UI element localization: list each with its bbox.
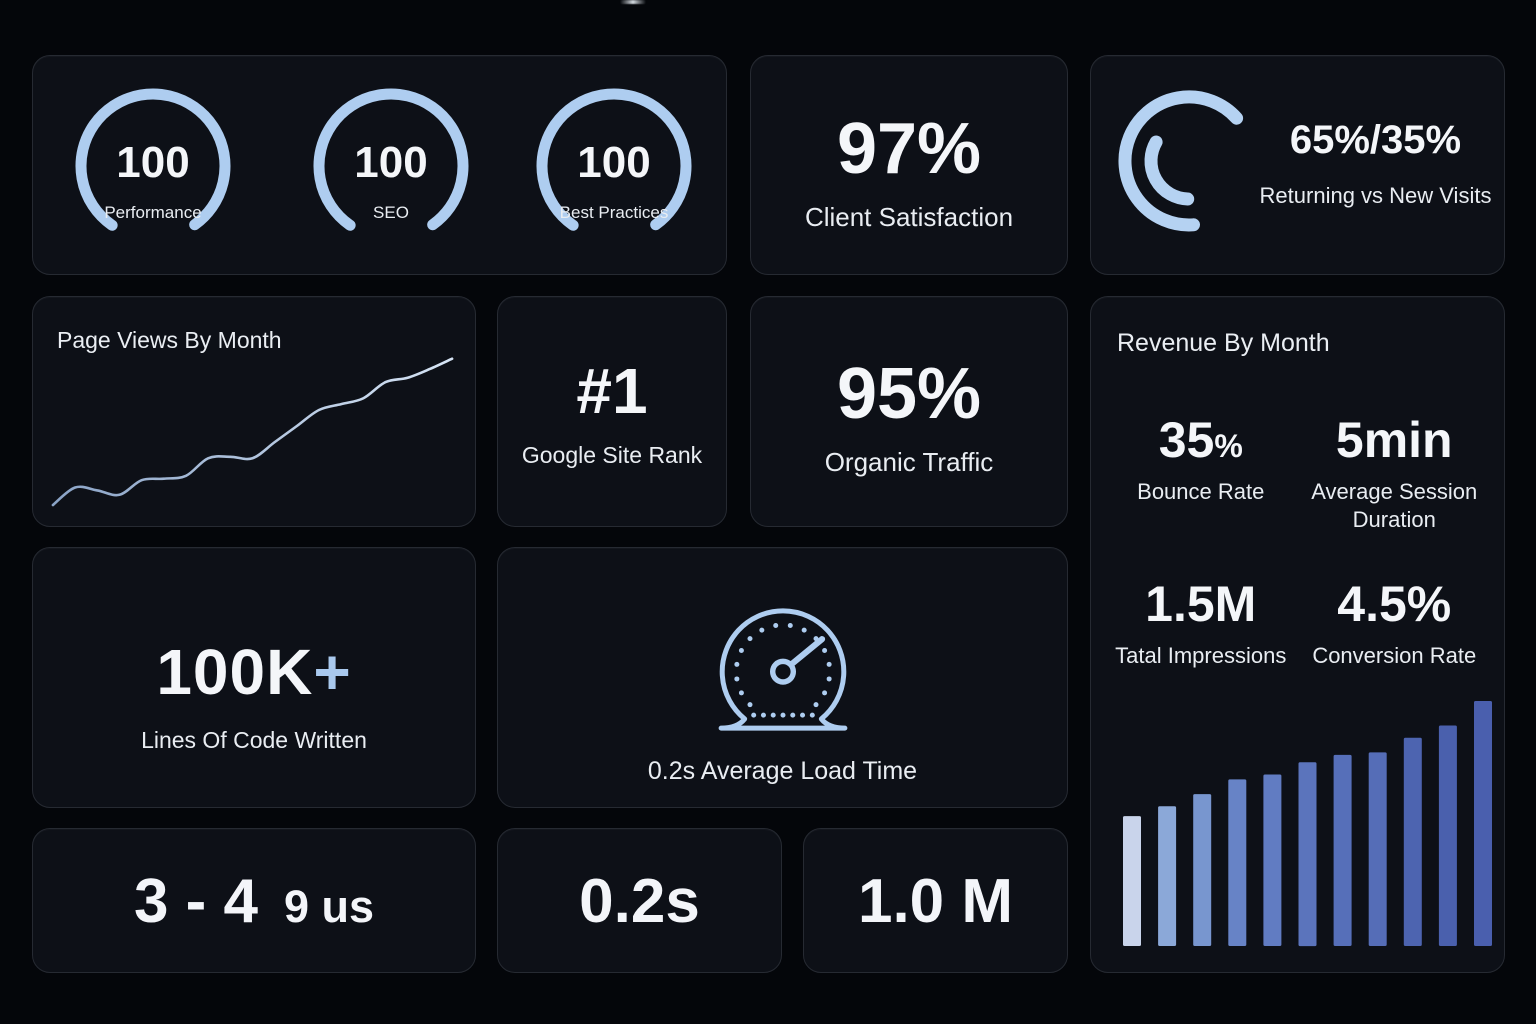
gauge-arc-icon — [75, 88, 231, 244]
stat-label: Average Session Duration — [1311, 479, 1478, 532]
card-visits-split: 65%/35% Returning vs New Visits — [1090, 55, 1505, 275]
bar-chart — [1123, 701, 1492, 947]
gauge-label: Performance — [104, 203, 202, 222]
gauge-value: 100 — [354, 138, 428, 187]
revenue-bar — [1123, 816, 1141, 946]
card-organic-traffic: 95% Organic Traffic — [750, 296, 1068, 527]
site-rank-value: #1 — [576, 355, 648, 428]
revenue-bar — [1298, 762, 1317, 947]
speedometer-ticks — [733, 623, 832, 718]
visits-split-value: 65%/35% — [1289, 118, 1462, 163]
revenue-bar — [1474, 701, 1492, 946]
stat-label: Bounce Rate — [1137, 479, 1265, 504]
load-metric-value: 0.2s — [579, 867, 700, 936]
lines-of-code-label: Lines Of Code Written — [141, 727, 367, 754]
stat-value: 35 — [1158, 412, 1215, 468]
gauge-value: 100 — [577, 138, 651, 187]
lines-of-code-value: 100K+ — [156, 640, 351, 704]
satisfaction-label: Client Satisfaction — [804, 201, 1014, 232]
card-metric-load: 0.2s — [497, 828, 782, 973]
card-page-views-chart: Page Views By Month — [32, 296, 476, 527]
card-site-rank: #1 Google Site Rank — [497, 296, 727, 527]
revenue-bar — [1333, 754, 1352, 946]
stat-value: 5min — [1335, 412, 1453, 468]
card-lines-of-code: 100K+ Lines Of Code Written — [32, 547, 476, 808]
revenue-title: Revenue By Month — [1117, 329, 1330, 357]
best-practices-gauge: 100 Best Practices — [529, 81, 699, 251]
page-views-title: Page Views By Month — [57, 327, 282, 353]
revenue-bar — [1368, 752, 1387, 946]
gauge-label: Best Practices — [559, 203, 669, 222]
card-lighthouse-scores: 100 Performance 100 SEO 100 Best Practic… — [32, 55, 727, 275]
line-chart — [51, 357, 454, 507]
stat-label: Conversion Rate — [1312, 643, 1477, 668]
visits-split-label: Returning vs New Visits — [1259, 183, 1492, 209]
stat-conversion-rate: 4.5% Conversion Rate — [1303, 579, 1487, 670]
stat-session-duration: 5min Average Session Duration — [1303, 415, 1487, 533]
visits-metric-value: 1.0 M — [857, 867, 1014, 936]
loc-number: 100K — [156, 636, 314, 709]
card-client-satisfaction: 97% Client Satisfaction — [750, 55, 1068, 275]
revenue-bar — [1158, 806, 1177, 946]
revenue-bar — [1403, 737, 1422, 946]
gauge-arc-icon — [536, 88, 692, 244]
gauge-arc-icon — [313, 88, 469, 244]
card-metric-range: 3 - 4 9 us — [32, 828, 476, 973]
range-primary-value: 3 - 4 — [133, 867, 258, 936]
organic-traffic-value: 95% — [836, 354, 982, 435]
revenue-bar — [1438, 725, 1457, 946]
revenue-stats-grid: 35% Bounce Rate 5min Average Session Dur… — [1109, 415, 1486, 670]
card-revenue-by-month: Revenue By Month 35% Bounce Rate 5min Av… — [1090, 296, 1505, 973]
load-time-label: 0.2s Average Load Time — [647, 757, 918, 785]
concentric-arcs-icon — [1109, 81, 1269, 241]
revenue-bar — [1193, 794, 1212, 946]
stat-value: 1.5M — [1145, 576, 1257, 632]
stat-value: 4.5% — [1337, 576, 1452, 632]
satisfaction-value: 97% — [836, 108, 982, 189]
range-secondary-value: 9 us — [284, 881, 375, 932]
seo-gauge: 100 SEO — [306, 81, 476, 251]
speedometer-icon — [707, 600, 859, 738]
card-metric-visits: 1.0 M — [803, 828, 1068, 973]
revenue-bar — [1228, 779, 1247, 946]
stat-impressions: 1.5M Tatal Impressions — [1109, 579, 1293, 670]
site-rank-label: Google Site Rank — [521, 442, 703, 469]
stat-suffix: % — [1214, 428, 1243, 464]
gauge-value: 100 — [116, 138, 190, 187]
organic-traffic-label: Organic Traffic — [824, 447, 994, 478]
revenue-bar — [1263, 774, 1282, 946]
plus-sign: + — [313, 636, 352, 709]
performance-gauge: 100 Performance — [68, 81, 238, 251]
top-edge-artifact — [620, 0, 646, 4]
gauge-label: SEO — [373, 203, 409, 222]
stat-label: Tatal Impressions — [1115, 643, 1287, 668]
stat-bounce-rate: 35% Bounce Rate — [1109, 415, 1293, 533]
card-average-load-time: 0.2s Average Load Time — [497, 547, 1068, 808]
